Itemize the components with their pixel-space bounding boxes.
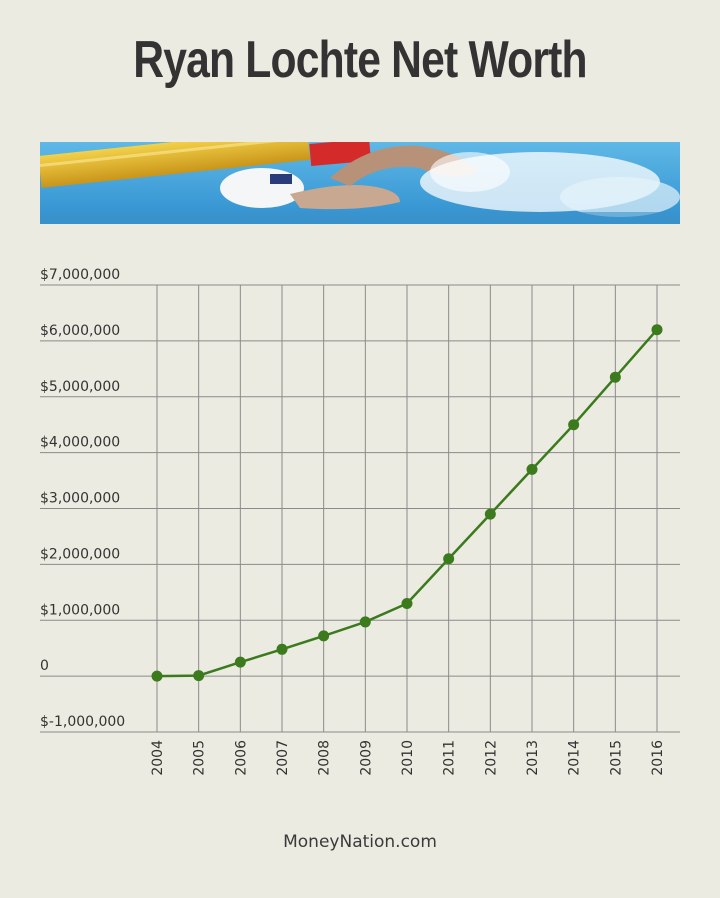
data-point — [443, 553, 455, 565]
data-point — [193, 670, 205, 682]
data-point — [151, 670, 163, 682]
x-tick-label: 2004 — [150, 740, 166, 776]
data-point — [276, 643, 288, 655]
y-tick-label: $3,000,000 — [40, 491, 120, 507]
x-tick-label: 2012 — [483, 740, 499, 776]
y-tick-label: $4,000,000 — [40, 435, 120, 451]
swimmer-banner-image — [40, 142, 680, 224]
x-tick-label: 2010 — [400, 740, 416, 776]
data-point — [651, 324, 663, 336]
x-tick-label: 2006 — [233, 740, 249, 776]
x-tick-label: 2008 — [317, 740, 333, 776]
x-tick-label: 2011 — [442, 740, 458, 776]
y-tick-label: $1,000,000 — [40, 602, 120, 618]
data-point — [359, 616, 371, 628]
data-point — [401, 597, 413, 609]
y-tick-label: 0 — [40, 658, 49, 674]
y-tick-label: $2,000,000 — [40, 546, 120, 562]
y-tick-label: $7,000,000 — [40, 267, 120, 283]
y-tick-label: $-1,000,000 — [40, 714, 125, 730]
data-point — [318, 630, 330, 642]
data-point — [526, 463, 538, 475]
chart-title: Ryan Lochte Net Worth — [133, 31, 587, 89]
data-point — [609, 371, 621, 383]
data-point — [568, 419, 580, 431]
x-tick-label: 2014 — [567, 740, 583, 776]
data-point — [234, 656, 246, 668]
x-tick-label: 2005 — [192, 740, 208, 776]
net-worth-line-chart: $7,000,000 $6,000,000 $5,000,000 $4,000,000… — [40, 267, 680, 776]
x-tick-label: 2016 — [650, 740, 666, 776]
x-tick-label: 2013 — [525, 740, 541, 776]
source-footer: MoneyNation.com — [283, 832, 437, 852]
x-tick-label: 2015 — [608, 740, 624, 776]
x-tick-label: 2007 — [275, 740, 291, 776]
x-tick-label: 2009 — [358, 740, 374, 776]
y-tick-label: $5,000,000 — [40, 379, 120, 395]
y-tick-label: $6,000,000 — [40, 323, 120, 339]
data-point — [484, 508, 496, 520]
